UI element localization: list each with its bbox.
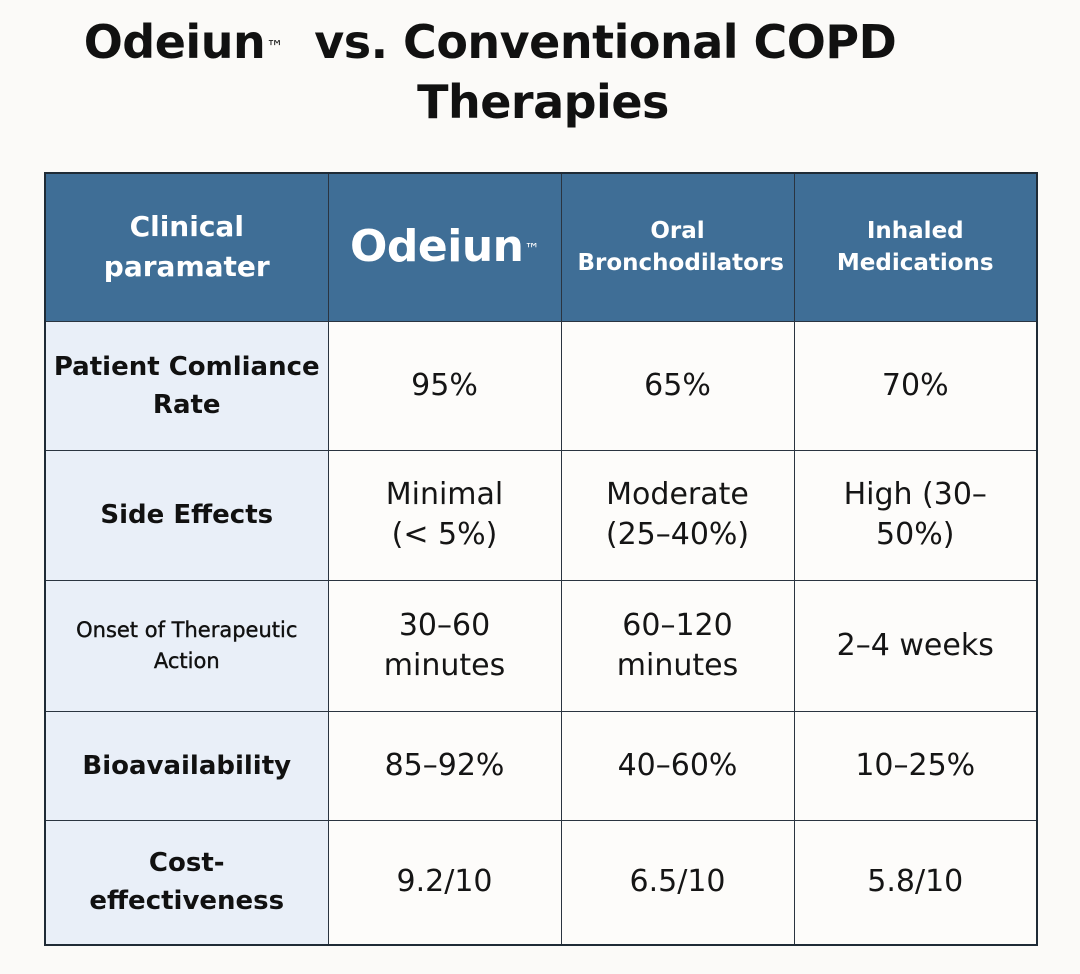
cell-value: 30–60 minutes [327,579,562,712]
title-brand-mark: ™ [266,38,284,59]
row-param-cost-effectiveness: Cost-effectiveness [44,819,329,946]
chart-title-line2: Therapies [417,75,669,129]
cell-value: 9.2/10 [327,819,562,946]
row-param-bioavailability: Bioavailability [44,710,329,821]
cell-value: 2–4 weeks [793,579,1038,712]
table-row: Side Effects Minimal (< 5%) Moderate (25… [44,449,1038,581]
cell-value: 40–60% [560,710,795,821]
cell-value: Moderate (25–40%) [560,449,795,581]
title-brand: Odeiun [83,15,266,69]
cell-value: 6.5/10 [560,819,795,946]
table-row: Bioavailability 85–92% 40–60% 10–25% [44,710,1038,821]
table-row: Cost-effectiveness 9.2/10 6.5/10 5.8/10 [44,819,1038,946]
table-row: Patient Comliance Rate 95% 65% 70% [44,320,1038,451]
row-param-compliance: Patient Comliance Rate [44,320,329,451]
title-rest: vs. Conventional COPD [314,15,897,69]
chart-title-line1: Odeiun™ vs. Conventional COPD [0,12,1000,72]
row-param-onset: Onset of Therapeutic Action [44,579,329,712]
header-clinical-parameter: Clinical paramater [44,172,329,322]
cell-value: 5.8/10 [793,819,1038,946]
row-param-side-effects: Side Effects [44,449,329,581]
comparison-table: Clinical paramater Odeiun™ Oral Bronchod… [44,172,1038,946]
cell-value: Minimal (< 5%) [327,449,562,581]
chart-title: Odeiun™ vs. Conventional COPD Therapies [0,12,1000,132]
cell-value: 70% [793,320,1038,451]
header-inhaled-medications: Inhaled Medications [793,172,1038,322]
header-odeiun-mark: ™ [524,240,539,259]
table-header-row: Clinical paramater Odeiun™ Oral Bronchod… [44,172,1038,322]
cell-value: 60–120 minutes [560,579,795,712]
cell-value: 85–92% [327,710,562,821]
cell-value: 10–25% [793,710,1038,821]
cell-value: 65% [560,320,795,451]
header-oral-bronchodilators: Oral Bronchodilators [560,172,795,322]
cell-value: 95% [327,320,562,451]
cell-value: High (30–50%) [793,449,1038,581]
header-odeiun: Odeiun™ [327,172,562,322]
table-row: Onset of Therapeutic Action 30–60 minute… [44,579,1038,712]
